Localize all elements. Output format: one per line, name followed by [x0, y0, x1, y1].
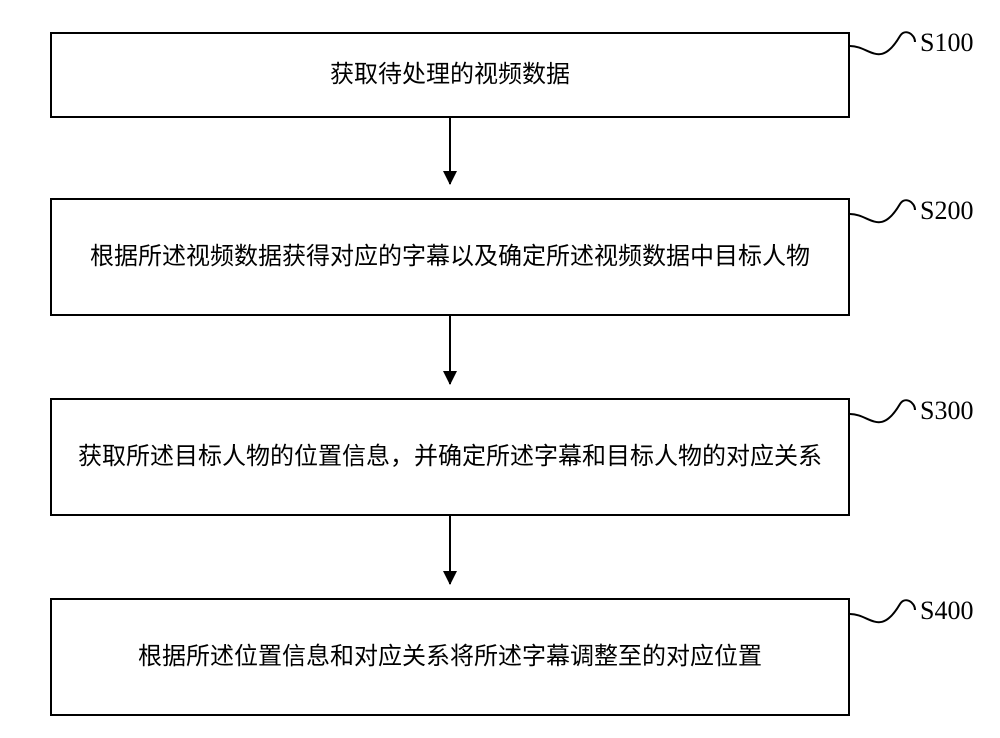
step-label-s200: S200	[920, 196, 973, 226]
node-text: 获取所述目标人物的位置信息，并确定所述字幕和目标人物的对应关系	[78, 438, 822, 476]
flowchart-canvas: 获取待处理的视频数据 S100 根据所述视频数据获得对应的字幕以及确定所述视频数…	[0, 0, 1000, 738]
node-text: 根据所述视频数据获得对应的字幕以及确定所述视频数据中目标人物	[90, 238, 810, 276]
node-text: 根据所述位置信息和对应关系将所述字幕调整至的对应位置	[138, 638, 762, 676]
flowchart-arrow	[449, 316, 451, 384]
connector-curve	[850, 198, 920, 230]
flowchart-node-s100: 获取待处理的视频数据	[50, 32, 850, 118]
step-label-s300: S300	[920, 396, 973, 426]
flowchart-node-s300: 获取所述目标人物的位置信息，并确定所述字幕和目标人物的对应关系	[50, 398, 850, 516]
flowchart-node-s400: 根据所述位置信息和对应关系将所述字幕调整至的对应位置	[50, 598, 850, 716]
step-label-s100: S100	[920, 28, 973, 58]
connector-curve	[850, 30, 920, 62]
flowchart-arrow	[449, 516, 451, 584]
node-text: 获取待处理的视频数据	[330, 56, 570, 94]
flowchart-arrow	[449, 118, 451, 184]
connector-curve	[850, 598, 920, 630]
step-label-s400: S400	[920, 596, 973, 626]
connector-curve	[850, 398, 920, 430]
flowchart-node-s200: 根据所述视频数据获得对应的字幕以及确定所述视频数据中目标人物	[50, 198, 850, 316]
